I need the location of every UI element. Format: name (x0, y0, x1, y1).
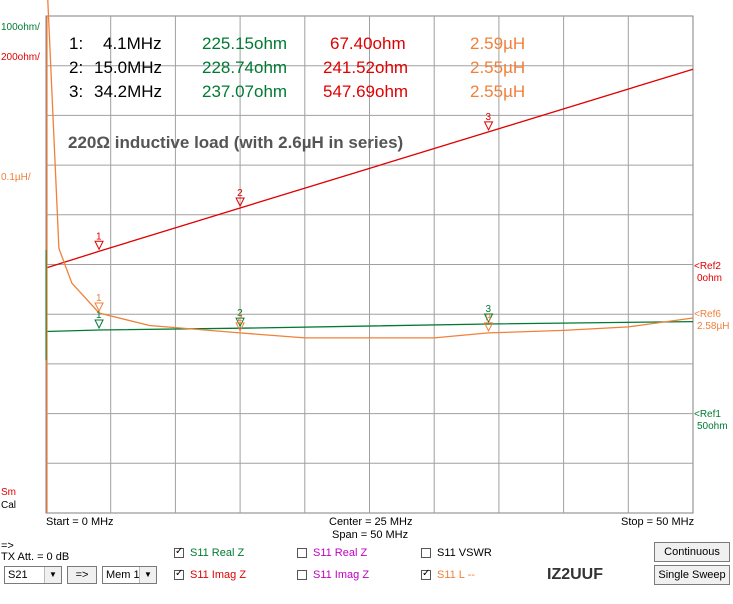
traces (45, 0, 694, 513)
ref6-value: 2.58µH (697, 321, 730, 332)
continuous-button[interactable]: Continuous (654, 542, 730, 562)
x-span-label: Span = 50 MHz (332, 529, 409, 541)
marker-tag-label: 2 (237, 308, 243, 319)
marker-tag-label: 1 (96, 231, 102, 242)
marker-1-imag: 67.40ohm (330, 34, 406, 53)
chevron-down-icon: ▼ (44, 567, 61, 583)
checkbox-label: S11 L -- (437, 569, 475, 581)
marker-tag-label: 1 (96, 293, 102, 304)
marker-3-ind: 2.55µH (470, 82, 526, 101)
checkbox-box[interactable] (297, 570, 307, 580)
checkbox-label: S11 VSWR (437, 547, 492, 559)
marker-tag-label: 3 (486, 313, 492, 324)
marker-tag-label: 2 (237, 313, 243, 324)
x-stop-label: Stop = 50 MHz (621, 516, 695, 528)
marker-2-freq: 15.0MHz (94, 58, 163, 77)
chevron-down-icon: ▼ (139, 567, 156, 583)
apply-button[interactable]: => (67, 566, 97, 584)
marker-1-freq: 4.1MHz (103, 34, 162, 53)
callsign: IZ2UUF (547, 566, 603, 583)
ref6-name: <Ref6 (694, 309, 721, 320)
marker-tag-triangle (483, 322, 494, 333)
checkbox-box[interactable] (421, 568, 431, 580)
ref2-name: <Ref2 (694, 261, 721, 272)
checkbox-s11-imag-z[interactable]: S11 Imag Z (174, 568, 247, 581)
checkbox-s11-vswr[interactable]: S11 VSWR (421, 547, 492, 559)
tx-att-label: TX Att. = 0 dB (1, 551, 70, 563)
trace-line (45, 68, 694, 269)
marker-2-real: 228.74ohm (202, 58, 288, 77)
marker-tag-triangle (235, 322, 245, 333)
marker-2-num: 2: (69, 58, 84, 77)
marker-2-ind: 2.55µH (470, 58, 526, 77)
trace-line (47, 0, 694, 339)
checkbox-box[interactable] (174, 546, 184, 558)
marker-tag-label: 3 (486, 112, 492, 123)
checkbox-label: S11 Real Z (190, 547, 245, 559)
y-label-imag: 200ohm/ (1, 52, 40, 63)
checkbox-label: S11 Imag Z (313, 569, 370, 581)
marker-tag-triangle (94, 319, 104, 330)
marker-3-num: 3: (69, 82, 84, 101)
x-center-label: Center = 25 MHz (329, 516, 413, 528)
marker-tag-label: 2 (237, 188, 243, 199)
marker-tag-triangle (235, 317, 245, 328)
marker-3-real: 237.07ohm (202, 82, 288, 101)
marker-tag-triangle (94, 240, 104, 251)
mem-select-value: Mem 1 (106, 569, 140, 581)
trace-line (45, 320, 694, 333)
checkbox-s11-real-z-2[interactable]: S11 Real Z (297, 547, 367, 559)
checkbox-label: S11 Imag Z (190, 569, 247, 581)
grid (45, 15, 694, 514)
marker-tag-triangle (483, 121, 494, 132)
checkbox-box[interactable] (297, 548, 307, 558)
marker-2-imag: 241.52ohm (323, 58, 409, 77)
y-label-real: 100ohm/ (1, 22, 40, 33)
chart-title: 220Ω inductive load (with 2.6µH in serie… (68, 133, 404, 152)
y-label-inductance: 0.1µH/ (1, 172, 31, 183)
checkbox-s11-real-z[interactable]: S11 Real Z (174, 546, 245, 559)
checkbox-s11-imag-z-2[interactable]: S11 Imag Z (297, 569, 369, 581)
ref1-value: 50ohm (697, 421, 728, 432)
marker-1-ind: 2.59µH (470, 34, 526, 53)
marker-3-imag: 547.69ohm (323, 82, 409, 101)
cal-label: Cal (1, 500, 17, 511)
tx-arrow: => (1, 540, 14, 552)
marker-tag-label: 3 (486, 304, 492, 315)
marker-tag-triangle (483, 313, 494, 324)
port-select-value: S21 (8, 569, 28, 581)
checkbox-label: S11 Real Z (313, 547, 368, 559)
marker-tag-triangle (235, 197, 245, 208)
single-sweep-button[interactable]: Single Sweep (654, 565, 730, 585)
ref2-value: 0ohm (697, 273, 723, 284)
checkbox-box[interactable] (174, 568, 184, 580)
checkbox-box[interactable] (421, 548, 431, 558)
marker-tag-label: 1 (96, 310, 102, 321)
mem-select[interactable]: Mem 1 ▼ (102, 566, 157, 584)
x-start-label: Start = 0 MHz (46, 516, 114, 528)
marker-tag-triangle (94, 302, 104, 313)
sm-label: Sm (1, 487, 16, 498)
marker-1-num: 1: (69, 34, 84, 53)
marker-1-real: 225.15ohm (202, 34, 288, 53)
port-select[interactable]: S21 ▼ (4, 566, 62, 584)
marker-3-freq: 34.2MHz (94, 82, 163, 101)
ref1-name: <Ref1 (694, 409, 721, 420)
checkbox-s11-l[interactable]: S11 L -- (421, 568, 475, 581)
